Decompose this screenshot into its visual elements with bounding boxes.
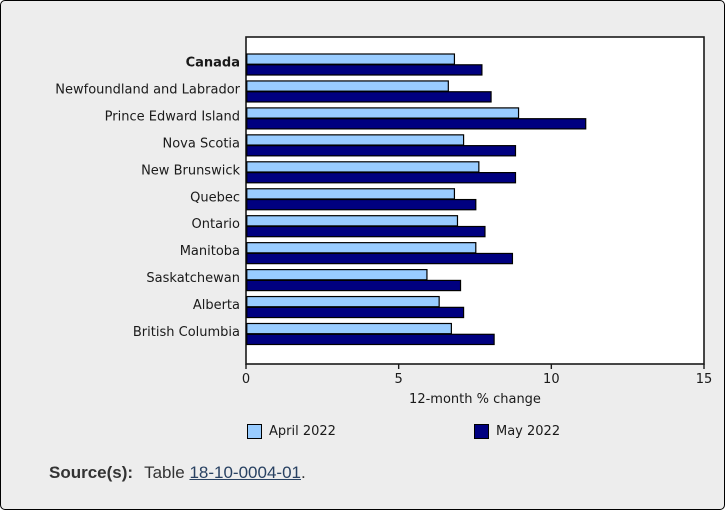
category-label-ontario: Ontario	[192, 217, 240, 232]
category-label-nova-scotia: Nova Scotia	[163, 136, 241, 151]
source-table-word: Table	[144, 463, 185, 482]
bar-may-2022-canada	[246, 64, 483, 76]
bar-chart-svg: 0 5 10 15 12-month % change Canada Newfoundlan…	[55, 36, 713, 407]
legend-item-may-2022[interactable]: May 2022	[474, 424, 560, 439]
bar-april-2022-british-columbia	[246, 322, 452, 335]
bar-may-2022-prince-edward-island	[246, 118, 587, 130]
bar-may-2022-manitoba	[246, 252, 514, 265]
bar-may-2022-nova-scotia	[246, 145, 517, 157]
source-period: .	[300, 463, 306, 482]
bar-april-2022-manitoba	[246, 242, 477, 254]
category-label-alberta: Alberta	[193, 298, 240, 313]
category-label-newfoundland-and-labrador: Newfoundland and Labrador	[55, 82, 240, 97]
legend-item-april-2022[interactable]: April 2022	[247, 424, 336, 439]
bar-may-2022-british-columbia	[246, 333, 495, 346]
bar-april-2022-quebec	[246, 188, 456, 200]
x-axis-title: 12-month % change	[409, 392, 541, 407]
category-label-saskatchewan: Saskatchewan	[146, 271, 240, 286]
category-label-prince-edward-island: Prince Edward Island	[105, 109, 240, 124]
category-label-british-columbia: British Columbia	[133, 325, 240, 340]
bar-april-2022-nova-scotia	[246, 134, 465, 146]
x-tick-label-15: 15	[696, 372, 713, 387]
bar-april-2022-saskatchewan	[246, 269, 428, 281]
category-label-quebec: Quebec	[190, 190, 240, 205]
source-label: Source(s):	[49, 463, 134, 482]
x-tick-label-10: 10	[543, 372, 560, 387]
legend-swatch-may-icon	[474, 424, 489, 439]
bar-may-2022-alberta	[246, 306, 465, 319]
legend-swatch-april-icon	[247, 424, 262, 439]
bar-april-2022-prince-edward-island	[246, 107, 520, 119]
bar-april-2022-canada	[246, 53, 456, 65]
category-label-canada: Canada	[186, 56, 240, 71]
bar-april-2022-ontario	[246, 215, 459, 227]
x-tick-label-0: 0	[242, 372, 250, 387]
bar-may-2022-newfoundland-and-labrador	[246, 91, 492, 103]
category-label-new-brunswick: New Brunswick	[141, 163, 240, 178]
source-table-link[interactable]: 18-10-0004-01	[189, 463, 301, 482]
bar-april-2022-alberta	[246, 295, 440, 308]
bar-april-2022-new-brunswick	[246, 161, 480, 173]
source-line: Source(s): Table 18-10-0004-01.	[49, 463, 306, 483]
legend-label-may: May 2022	[496, 424, 561, 439]
x-tick-label-5: 5	[395, 372, 403, 387]
bar-may-2022-ontario	[246, 225, 486, 238]
bar-april-2022-newfoundland-and-labrador	[246, 80, 449, 92]
bar-may-2022-saskatchewan	[246, 279, 462, 292]
bar-may-2022-new-brunswick	[246, 172, 517, 184]
category-label-manitoba: Manitoba	[180, 244, 240, 259]
bar-may-2022-quebec	[246, 198, 477, 211]
legend-label-april: April 2022	[269, 424, 336, 439]
